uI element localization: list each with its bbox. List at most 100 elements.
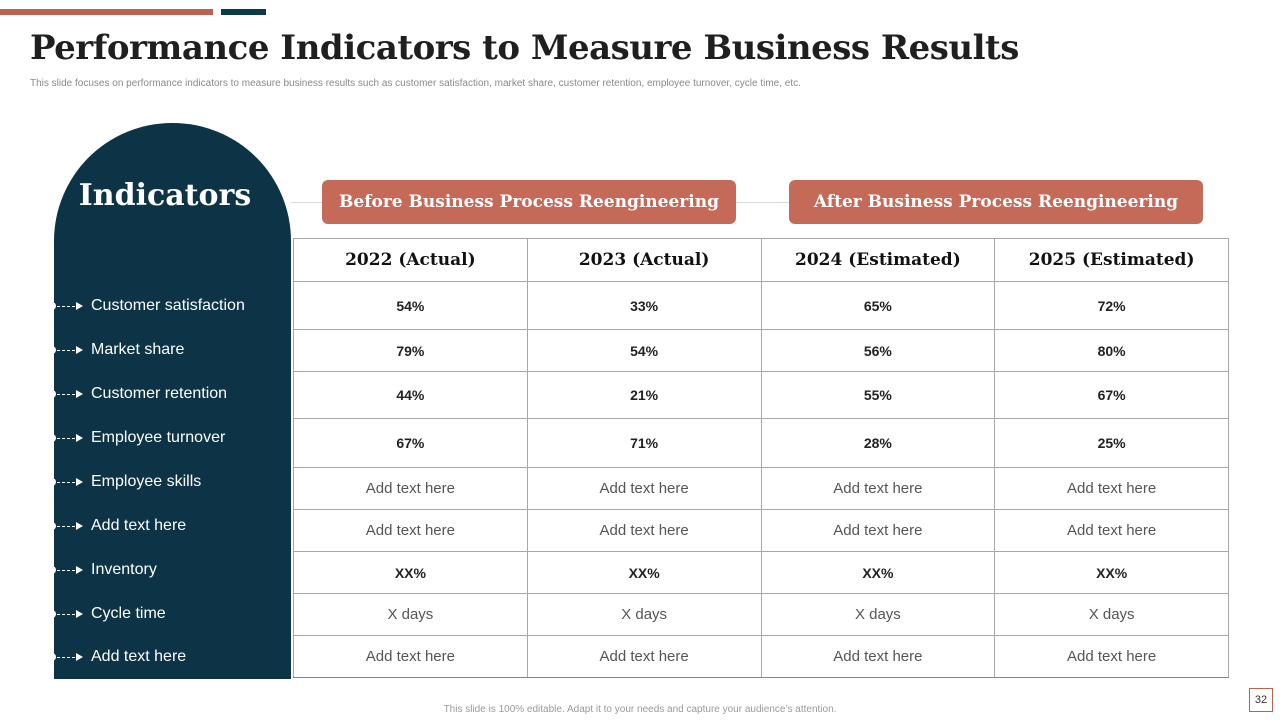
column-header: 2023 (Actual) — [526, 238, 762, 282]
table-row: Add text here Add text here Add text her… — [293, 635, 1229, 678]
table-cell: X days — [293, 593, 528, 636]
header-connector-line — [736, 202, 789, 203]
table-cell: X days — [526, 593, 762, 636]
indicator-label: Customer satisfaction — [91, 297, 245, 314]
dashed-connector — [57, 349, 75, 351]
arrow-right-icon — [76, 566, 83, 574]
indicator-add-text-1: Add text here — [48, 515, 186, 537]
table-cell: 25% — [994, 418, 1229, 468]
arrow-right-icon — [76, 653, 83, 661]
table-cell: 65% — [760, 281, 996, 330]
indicator-customer-retention: Customer retention — [48, 383, 227, 405]
table-cell: Add text here — [526, 467, 762, 510]
table-cell: 79% — [293, 329, 528, 372]
after-reengineering-header: After Business Process Reengineering — [789, 180, 1203, 224]
table-cell: 33% — [526, 281, 762, 330]
table-cell: XX% — [526, 551, 762, 594]
arrow-right-icon — [76, 434, 83, 442]
indicator-customer-satisfaction: Customer satisfaction — [48, 295, 245, 317]
indicator-label: Employee turnover — [91, 429, 226, 446]
arrow-right-icon — [76, 346, 83, 354]
indicator-inventory: Inventory — [48, 559, 157, 581]
table-cell: 55% — [760, 371, 996, 419]
dashed-connector — [57, 525, 75, 527]
indicator-label: Market share — [91, 341, 185, 358]
indicator-label: Add text here — [91, 648, 187, 665]
slide-subtitle: This slide focuses on performance indica… — [30, 78, 801, 89]
indicator-label: Add text here — [91, 517, 187, 534]
table-cell: 21% — [526, 371, 762, 419]
bullet-dot-icon — [48, 346, 56, 354]
table-cell: 54% — [526, 329, 762, 372]
dashed-connector — [57, 481, 75, 483]
indicators-title: Indicators — [78, 178, 252, 213]
table-cell: Add text here — [994, 635, 1229, 678]
indicator-add-text-2: Add text here — [48, 646, 186, 668]
indicator-cycle-time: Cycle time — [48, 603, 166, 625]
table-cell: XX% — [994, 551, 1229, 594]
column-header: 2024 (Estimated) — [760, 238, 996, 282]
arrow-right-icon — [76, 522, 83, 530]
bullet-dot-icon — [48, 653, 56, 661]
slide-title: Performance Indicators to Measure Busine… — [30, 28, 1019, 68]
table-cell: 72% — [994, 281, 1229, 330]
table-row: 79% 54% 56% 80% — [293, 329, 1229, 372]
bullet-dot-icon — [48, 434, 56, 442]
table-row: 54% 33% 65% 72% — [293, 281, 1229, 330]
bullet-dot-icon — [48, 478, 56, 486]
indicator-label: Cycle time — [91, 605, 166, 622]
table-header-row: 2022 (Actual) 2023 (Actual) 2024 (Estima… — [293, 238, 1229, 282]
table-cell: Add text here — [760, 635, 996, 678]
column-header: 2025 (Estimated) — [994, 238, 1229, 282]
indicator-label: Inventory — [91, 561, 157, 578]
indicator-market-share: Market share — [48, 339, 184, 361]
bullet-dot-icon — [48, 522, 56, 530]
table-row: XX% XX% XX% XX% — [293, 551, 1229, 594]
dashed-connector — [57, 569, 75, 571]
dashed-connector — [57, 656, 75, 658]
column-header: 2022 (Actual) — [293, 238, 528, 282]
table-cell: XX% — [293, 551, 528, 594]
table-cell: Add text here — [526, 509, 762, 552]
arrow-right-icon — [76, 478, 83, 486]
table-cell: X days — [760, 593, 996, 636]
indicator-label: Customer retention — [91, 385, 228, 402]
before-reengineering-header: Before Business Process Reengineering — [322, 180, 736, 224]
table-row: 67% 71% 28% 25% — [293, 418, 1229, 468]
table-row: X days X days X days X days — [293, 593, 1229, 636]
top-accent-bar-red — [0, 9, 213, 15]
table-cell: X days — [994, 593, 1229, 636]
indicator-employee-turnover: Employee turnover — [48, 427, 225, 449]
table-cell: 28% — [760, 418, 996, 468]
table-cell: Add text here — [293, 509, 528, 552]
arrow-right-icon — [76, 390, 83, 398]
table-cell: 71% — [526, 418, 762, 468]
table-cell: 44% — [293, 371, 528, 419]
table-cell: XX% — [760, 551, 996, 594]
dashed-connector — [57, 613, 75, 615]
table-cell: Add text here — [293, 467, 528, 510]
bullet-dot-icon — [48, 610, 56, 618]
arrow-right-icon — [76, 610, 83, 618]
performance-table: 2022 (Actual) 2023 (Actual) 2024 (Estima… — [293, 238, 1229, 678]
bullet-dot-icon — [48, 302, 56, 310]
table-cell: 80% — [994, 329, 1229, 372]
table-row: Add text here Add text here Add text her… — [293, 467, 1229, 510]
dashed-connector — [57, 305, 75, 307]
bullet-dot-icon — [48, 566, 56, 574]
table-cell: 54% — [293, 281, 528, 330]
table-row: 44% 21% 55% 67% — [293, 371, 1229, 419]
table-cell: Add text here — [526, 635, 762, 678]
table-cell: Add text here — [760, 509, 996, 552]
indicator-employee-skills: Employee skills — [48, 471, 201, 493]
table-cell: Add text here — [760, 467, 996, 510]
table-cell: 67% — [293, 418, 528, 468]
table-cell: Add text here — [994, 509, 1229, 552]
indicator-label: Employee skills — [91, 473, 202, 490]
table-cell: 56% — [760, 329, 996, 372]
indicators-panel — [54, 123, 291, 679]
page-number: 32 — [1249, 688, 1273, 712]
table-cell: Add text here — [994, 467, 1229, 510]
arrow-right-icon — [76, 302, 83, 310]
dashed-connector — [57, 393, 75, 395]
